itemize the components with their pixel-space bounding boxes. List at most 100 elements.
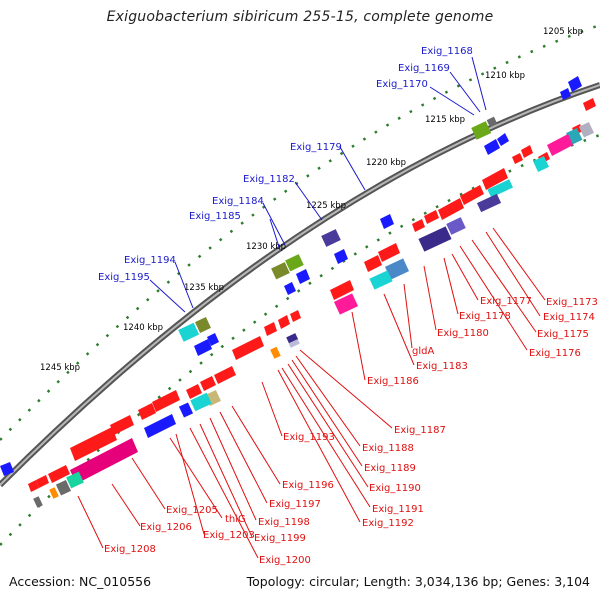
gene-label-glda[interactable]: gldA xyxy=(412,346,434,357)
gene-feature[interactable] xyxy=(33,496,43,508)
gene-feature[interactable] xyxy=(190,392,212,412)
gene-feature[interactable] xyxy=(285,254,304,272)
gene-label-exig-1206[interactable]: Exig_1206 xyxy=(140,522,192,533)
gene-label-exig-1185[interactable]: Exig_1185 xyxy=(189,211,241,222)
gene-feature[interactable] xyxy=(560,88,571,100)
gene-label-exig-1200[interactable]: Exig_1200 xyxy=(259,555,311,566)
gene-label-exig-1186[interactable]: Exig_1186 xyxy=(367,376,419,387)
gene-feature[interactable] xyxy=(28,480,39,492)
gene-feature[interactable] xyxy=(330,280,354,300)
gene-label-exig-1197[interactable]: Exig_1197 xyxy=(269,499,321,510)
gene-label-exig-1178[interactable]: Exig_1178 xyxy=(459,311,511,322)
gene-feature[interactable] xyxy=(0,462,14,476)
gene-label-exig-1184[interactable]: Exig_1184 xyxy=(212,196,264,207)
gene-feature[interactable] xyxy=(36,475,49,488)
gene-feature[interactable] xyxy=(482,168,508,190)
gene-feature[interactable] xyxy=(334,249,348,264)
gene-label-exig-1189[interactable]: Exig_1189 xyxy=(364,463,416,474)
gene-label-exig-1191[interactable]: Exig_1191 xyxy=(372,504,424,515)
gene-label-exig-1168[interactable]: Exig_1168 xyxy=(421,46,473,57)
gene-feature[interactable] xyxy=(296,269,310,284)
gene-label-exig-1173[interactable]: Exig_1173 xyxy=(546,297,598,308)
gene-feature[interactable] xyxy=(578,122,594,138)
gene-feature[interactable] xyxy=(568,76,582,92)
gene-feature[interactable] xyxy=(70,427,117,461)
gene-feature[interactable] xyxy=(460,185,484,205)
gene-feature[interactable] xyxy=(497,133,509,146)
gene-label-exig-1177[interactable]: Exig_1177 xyxy=(480,296,532,307)
gene-feature[interactable] xyxy=(278,315,290,329)
gene-feature[interactable] xyxy=(471,121,492,140)
gene-label-exig-1179[interactable]: Exig_1179 xyxy=(290,142,342,153)
gene-feature[interactable] xyxy=(288,339,300,348)
gene-feature[interactable] xyxy=(486,116,498,128)
gene-feature[interactable] xyxy=(284,282,296,295)
gene-feature[interactable] xyxy=(547,134,573,156)
gene-label-exig-1203[interactable]: Exig_1203 xyxy=(203,530,255,541)
gene-label-exig-1174[interactable]: Exig_1174 xyxy=(543,312,595,323)
gene-label-exig-1187[interactable]: Exig_1187 xyxy=(394,425,446,436)
gene-feature[interactable] xyxy=(424,210,439,224)
gene-feature[interactable] xyxy=(333,293,359,315)
gene-feature[interactable] xyxy=(200,376,216,391)
gene-feature[interactable] xyxy=(66,471,84,489)
gene-feature[interactable] xyxy=(321,229,341,247)
gene-feature[interactable] xyxy=(271,262,290,280)
gene-label-exig-1194[interactable]: Exig_1194 xyxy=(124,255,176,266)
gene-feature[interactable] xyxy=(476,193,502,213)
gene-label-exig-1175[interactable]: Exig_1175 xyxy=(537,329,589,340)
gene-feature[interactable] xyxy=(380,214,394,229)
gene-feature[interactable] xyxy=(290,310,301,322)
gene-feature[interactable] xyxy=(418,226,452,252)
gene-feature[interactable] xyxy=(49,487,59,499)
gene-feature[interactable] xyxy=(207,333,219,346)
gene-label-exig-1193[interactable]: Exig_1193 xyxy=(283,432,335,443)
gene-label-exig-1196[interactable]: Exig_1196 xyxy=(282,480,334,491)
gene-label-exig-1195[interactable]: Exig_1195 xyxy=(98,272,150,283)
gene-label-exig-1192[interactable]: Exig_1192 xyxy=(362,518,414,529)
gene-label-exig-1188[interactable]: Exig_1188 xyxy=(362,443,414,454)
gene-feature[interactable] xyxy=(521,145,533,158)
gene-label-exig-1176[interactable]: Exig_1176 xyxy=(529,348,581,359)
gene-label-exig-1199[interactable]: Exig_1199 xyxy=(254,533,306,544)
gene-label-exig-1169[interactable]: Exig_1169 xyxy=(398,63,450,74)
gene-feature[interactable] xyxy=(194,339,212,356)
gene-feature[interactable] xyxy=(178,402,194,418)
gene-label-thig[interactable]: thiG xyxy=(225,514,246,525)
gene-label-exig-1180[interactable]: Exig_1180 xyxy=(437,328,489,339)
gene-feature[interactable] xyxy=(70,438,138,484)
gene-label-exig-1190[interactable]: Exig_1190 xyxy=(369,483,421,494)
gene-label-exig-1170[interactable]: Exig_1170 xyxy=(376,79,428,90)
gene-feature[interactable] xyxy=(270,346,281,359)
gene-feature[interactable] xyxy=(533,156,549,172)
gene-feature[interactable] xyxy=(55,480,71,496)
gene-feature[interactable] xyxy=(446,217,466,235)
gene-feature[interactable] xyxy=(583,98,596,111)
gene-feature[interactable] xyxy=(264,322,277,336)
gene-feature[interactable] xyxy=(138,403,156,420)
gene-feature[interactable] xyxy=(186,384,202,399)
gene-feature[interactable] xyxy=(512,153,523,164)
gene-feature[interactable] xyxy=(178,322,200,342)
gene-label-exig-1182[interactable]: Exig_1182 xyxy=(243,174,295,185)
gene-feature[interactable] xyxy=(48,465,70,483)
gene-feature[interactable] xyxy=(364,255,382,272)
gene-feature[interactable] xyxy=(286,333,299,344)
gene-label-exig-1205[interactable]: Exig_1205 xyxy=(166,505,218,516)
gene-feature[interactable] xyxy=(384,258,410,280)
gene-label-exig-1208[interactable]: Exig_1208 xyxy=(104,544,156,555)
gene-feature[interactable] xyxy=(412,219,425,232)
gene-feature[interactable] xyxy=(152,390,180,412)
gene-feature[interactable] xyxy=(438,198,464,220)
gene-feature[interactable] xyxy=(195,317,211,333)
gene-feature[interactable] xyxy=(369,270,393,290)
gene-feature[interactable] xyxy=(214,366,236,384)
gene-label-exig-1198[interactable]: Exig_1198 xyxy=(258,517,310,528)
gene-feature[interactable] xyxy=(232,336,264,360)
gene-feature[interactable] xyxy=(110,415,134,435)
gene-feature[interactable] xyxy=(487,179,513,198)
gene-label-exig-1183[interactable]: Exig_1183 xyxy=(416,361,468,372)
gene-feature[interactable] xyxy=(484,139,500,155)
gene-feature[interactable] xyxy=(144,414,176,438)
gene-feature[interactable] xyxy=(378,243,400,262)
